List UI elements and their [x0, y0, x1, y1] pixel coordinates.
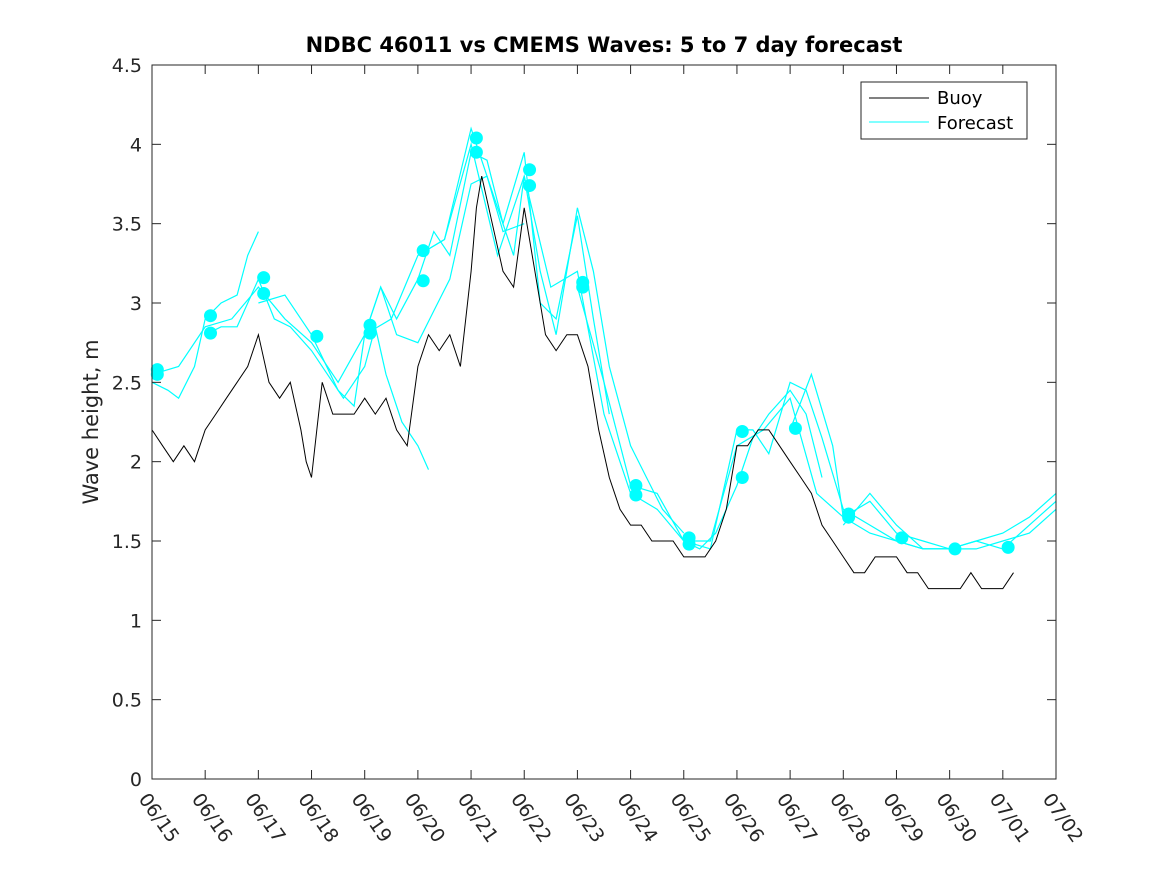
- buoy-series-line: [151, 175, 1014, 590]
- forecast-marker: [788, 421, 802, 435]
- forecast-series-line: [151, 141, 1057, 550]
- forecast-marker: [735, 471, 749, 485]
- x-tick-label: 06/20: [400, 789, 449, 846]
- forecast-marker: [523, 179, 537, 193]
- forecast-marker: [469, 145, 483, 159]
- y-tick-label: 1.5: [112, 531, 142, 553]
- forecast-marker: [257, 286, 271, 300]
- forecast-marker: [203, 309, 217, 323]
- x-tick-label: 06/25: [666, 789, 715, 846]
- legend: Buoy Forecast: [860, 81, 1028, 140]
- x-tick-label: 06/15: [134, 789, 183, 846]
- y-tick-label: 3: [130, 293, 142, 315]
- forecast-marker: [629, 488, 643, 502]
- x-tick-label: 06/27: [772, 789, 821, 846]
- x-tick-label: 06/16: [187, 789, 236, 846]
- forecast-marker: [416, 244, 430, 258]
- x-tick-label: 06/26: [719, 789, 768, 846]
- x-tick-label: 06/29: [878, 789, 927, 846]
- legend-box: [860, 81, 1028, 140]
- forecast-marker: [735, 425, 749, 439]
- y-tick-label: 1: [130, 610, 142, 632]
- forecast-marker: [1001, 540, 1015, 554]
- forecast-marker: [310, 329, 324, 343]
- y-tick-label: 0.5: [112, 690, 142, 712]
- forecast-marker: [257, 271, 271, 285]
- y-tick-label: 0: [130, 769, 142, 791]
- y-tick-label: 4.5: [112, 55, 142, 77]
- y-axis-label: Wave height, m: [79, 339, 103, 504]
- forecast-marker: [682, 537, 696, 551]
- y-tick-label: 2: [130, 452, 142, 474]
- forecast-marker: [948, 542, 962, 556]
- forecast-marker: [363, 326, 377, 340]
- legend-label-forecast: Forecast: [937, 113, 1013, 134]
- y-tick-label: 4: [130, 134, 142, 156]
- x-tick-label: 06/23: [559, 789, 608, 846]
- marker-layer: [150, 131, 1015, 556]
- x-tick-label: 06/28: [825, 789, 874, 846]
- y-tick-label: 2.5: [112, 372, 142, 394]
- x-tick-label: 06/21: [453, 789, 502, 846]
- x-tick-label: 06/19: [347, 789, 396, 846]
- forecast-marker: [842, 510, 856, 524]
- x-tick-label: 06/22: [506, 789, 555, 846]
- x-tick-label: 06/24: [612, 789, 661, 846]
- chart-title: NDBC 46011 vs CMEMS Waves: 5 to 7 day fo…: [306, 33, 903, 57]
- forecast-marker: [895, 531, 909, 545]
- forecast-marker: [203, 326, 217, 340]
- x-tick-label: 06/30: [932, 789, 981, 846]
- forecast-marker: [523, 163, 537, 177]
- legend-label-buoy: Buoy: [937, 88, 983, 109]
- y-tick-label: 3.5: [112, 214, 142, 236]
- x-tick-label: 07/02: [1038, 789, 1087, 846]
- forecast-marker: [576, 280, 590, 294]
- forecast-marker: [416, 274, 430, 288]
- forecast-marker: [469, 131, 483, 145]
- x-tick-label: 07/01: [985, 789, 1034, 846]
- forecast-marker: [629, 478, 643, 492]
- plot-frame: [151, 64, 1057, 780]
- x-tick-label: 06/17: [240, 789, 289, 846]
- x-tick-label: 06/18: [293, 789, 342, 846]
- forecast-marker: [150, 367, 164, 381]
- plot-background: [152, 65, 1056, 779]
- forecast-run-line: [204, 277, 430, 470]
